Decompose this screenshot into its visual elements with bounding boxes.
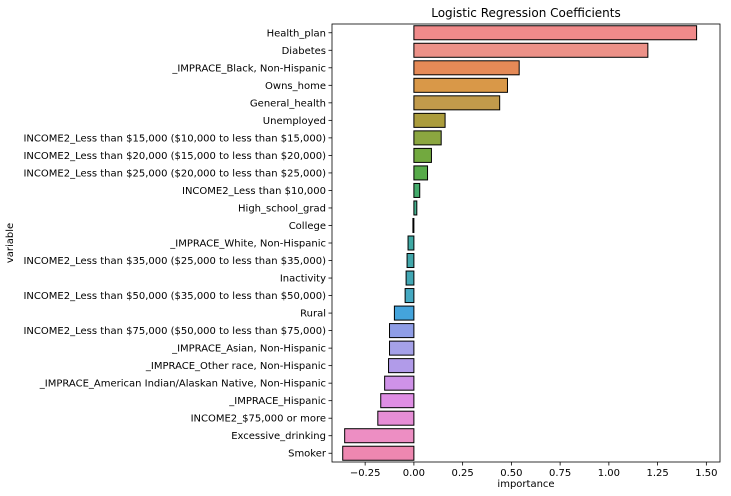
y-tick-label: _IMPRACE_Hispanic: [228, 396, 326, 407]
x-tick-label: 0.75: [549, 468, 571, 479]
x-tick-label: 1.25: [646, 468, 668, 479]
y-tick-label: _IMPRACE_Other race, Non-Hispanic: [145, 361, 326, 372]
bar: [413, 95, 501, 111]
bar: [389, 340, 415, 356]
bar: [413, 77, 508, 93]
bar: [404, 288, 415, 304]
y-tick-label: _IMPRACE_Black, Non-Hispanic: [171, 63, 326, 74]
y-tick-label: Unemployed: [263, 116, 326, 127]
bar: [413, 112, 446, 128]
bar: [413, 165, 429, 181]
bar: [388, 358, 415, 374]
y-tick-labels: Health_plan Diabetes _IMPRACE_Black, Non-H…: [23, 28, 332, 460]
y-tick-label: High_school_grad: [238, 203, 326, 214]
y-tick-label: INCOME2_Less than $75,000 ($50,000 to le…: [23, 326, 326, 337]
x-tick-label: 1.50: [695, 468, 717, 479]
bar: [413, 200, 418, 216]
y-tick-label: INCOME2_Less than $25,000 ($20,000 to le…: [23, 168, 326, 179]
chart-title: Logistic Regression Coefficients: [431, 6, 621, 20]
y-axis-title: variable: [5, 223, 16, 263]
bar: [384, 375, 415, 391]
y-tick-label: INCOME2_Less than $15,000 ($10,000 to le…: [23, 133, 326, 144]
y-tick-label: Health_plan: [267, 28, 326, 39]
bar: [344, 428, 415, 444]
y-tick-label: _IMPRACE_White, Non-Hispanic: [169, 239, 326, 250]
bar: [413, 182, 421, 198]
bar: [389, 323, 415, 339]
y-tick-label: Smoker: [288, 449, 327, 460]
y-tick-label: INCOME2_$75,000 or more: [191, 414, 326, 425]
x-tick-label: −0.25: [350, 468, 381, 479]
x-axis-title: importance: [497, 479, 554, 490]
bar: [413, 42, 649, 58]
bar: [413, 130, 442, 146]
bar: [377, 410, 415, 426]
bar: [413, 60, 520, 76]
y-tick-label: College: [289, 221, 326, 232]
x-tick-label: 0.00: [403, 468, 425, 479]
y-tick-label: _IMPRACE_American Indian/Alaskan Native,…: [39, 379, 326, 390]
x-tick-label: 0.50: [500, 468, 522, 479]
y-tick-label: INCOME2_Less than $10,000: [182, 186, 326, 197]
plot-frame: [331, 23, 721, 463]
y-tick-label: General_health: [250, 98, 326, 109]
y-tick-label: Excessive_drinking: [231, 431, 326, 442]
bar: [393, 305, 415, 321]
x-axis-ticks: −0.25 0.00 0.25 0.50 0.75 1.00 1.25 1.50: [350, 462, 717, 479]
bar: [412, 217, 415, 233]
y-tick-label: INCOME2_Less than $20,000 ($15,000 to le…: [23, 151, 326, 162]
bar: [413, 25, 698, 41]
bar: [406, 253, 415, 269]
bars-group: [342, 25, 698, 461]
y-tick-label: INCOME2_Less than $50,000 ($35,000 to le…: [23, 291, 326, 302]
y-tick-label: Owns_home: [265, 81, 326, 92]
bar: [413, 147, 432, 163]
bar: [405, 270, 415, 286]
bar: [380, 393, 415, 409]
y-tick-label: Diabetes: [282, 46, 326, 57]
y-tick-label: INCOME2_Less than $35,000 ($25,000 to le…: [23, 256, 326, 267]
x-tick-label: 0.25: [452, 468, 474, 479]
bar: [407, 235, 415, 251]
y-tick-label: _IMPRACE_Asian, Non-Hispanic: [171, 344, 326, 355]
x-tick-label: 1.00: [598, 468, 620, 479]
bar: [342, 445, 415, 461]
y-tick-label: Inactivity: [280, 274, 326, 285]
y-tick-label: Rural: [300, 309, 326, 320]
